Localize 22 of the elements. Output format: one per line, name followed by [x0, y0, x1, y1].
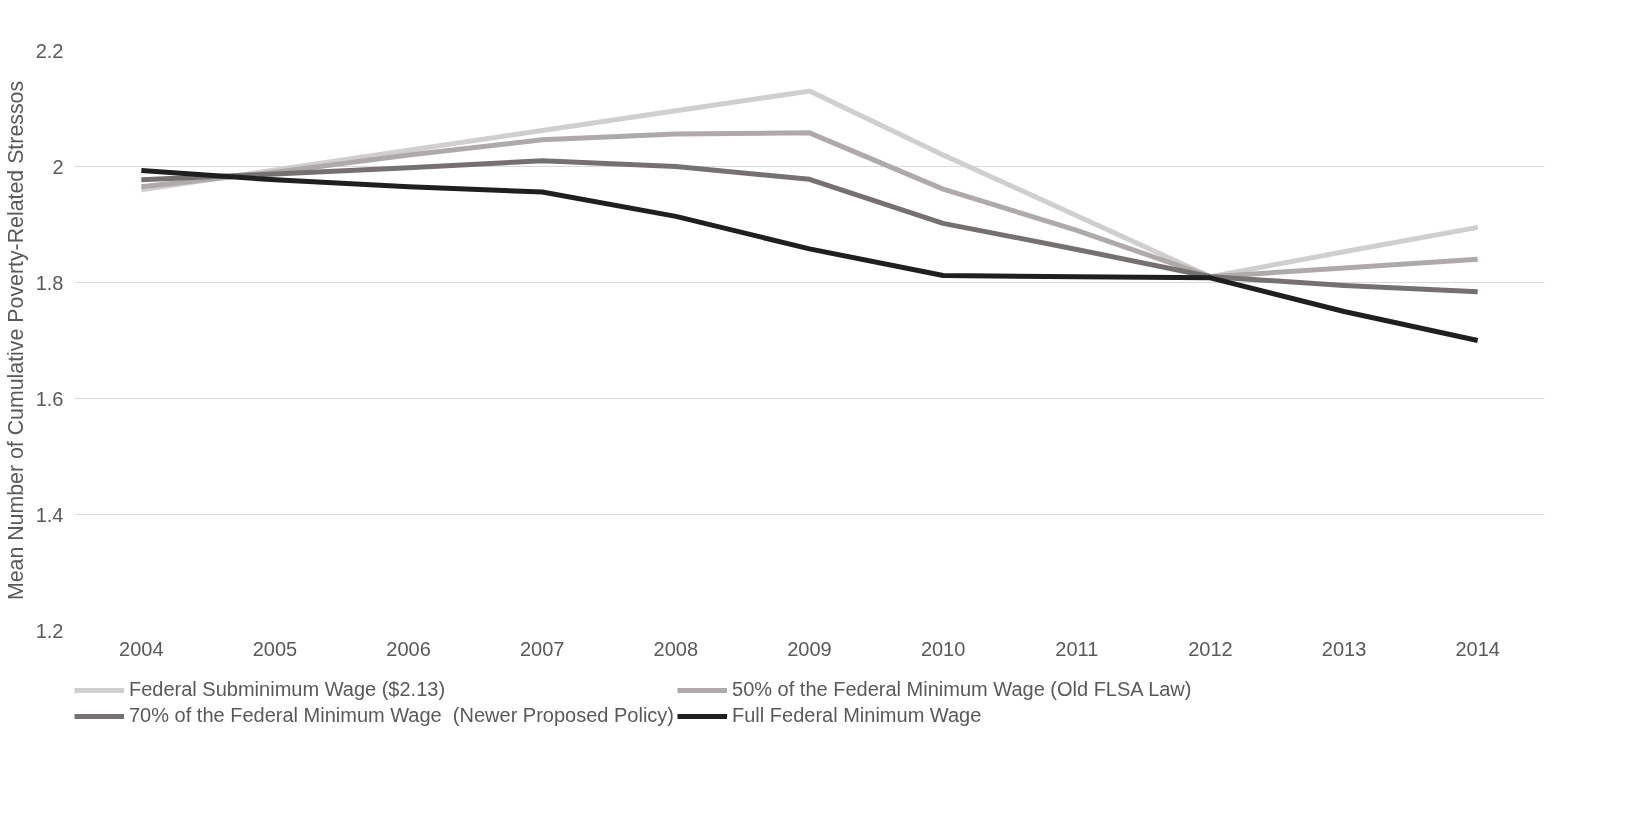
- legend-label: 50% of the Federal Minimum Wage (Old FLSA Law): [732, 678, 1192, 701]
- legend-label: Full Federal Minimum Wage: [732, 704, 982, 727]
- x-tick-label: 2011: [1055, 637, 1099, 660]
- y-tick-label: 2.2: [35, 39, 64, 62]
- x-tick-label: 2004: [119, 637, 164, 660]
- y-tick-label: 1.4: [35, 503, 64, 526]
- x-tick-label: 2014: [1455, 637, 1500, 660]
- x-tick-label: 2007: [519, 637, 565, 660]
- x-tick-label: 2006: [386, 637, 431, 660]
- x-tick-label: 2012: [1188, 637, 1233, 660]
- x-tick-label: 2008: [653, 637, 699, 660]
- y-tick-label: 1.8: [35, 271, 64, 294]
- y-tick-label: 1.6: [35, 387, 64, 410]
- x-tick-label: 2010: [920, 637, 966, 660]
- y-tick-label: 2: [52, 155, 64, 178]
- legend-label: 70% of the Federal Minimum Wage (Newer Proposed Policy): [129, 704, 675, 727]
- y-tick-label: 1.2: [35, 619, 64, 642]
- x-tick-label: 2009: [787, 637, 832, 660]
- y-axis-title: Mean Number of Cumulative Poverty-Related Stressos: [3, 80, 28, 601]
- legend-label: Federal Subminimum Wage ($2.13): [129, 678, 446, 701]
- x-tick-label: 2005: [252, 637, 298, 660]
- x-tick-label: 2013: [1321, 637, 1367, 660]
